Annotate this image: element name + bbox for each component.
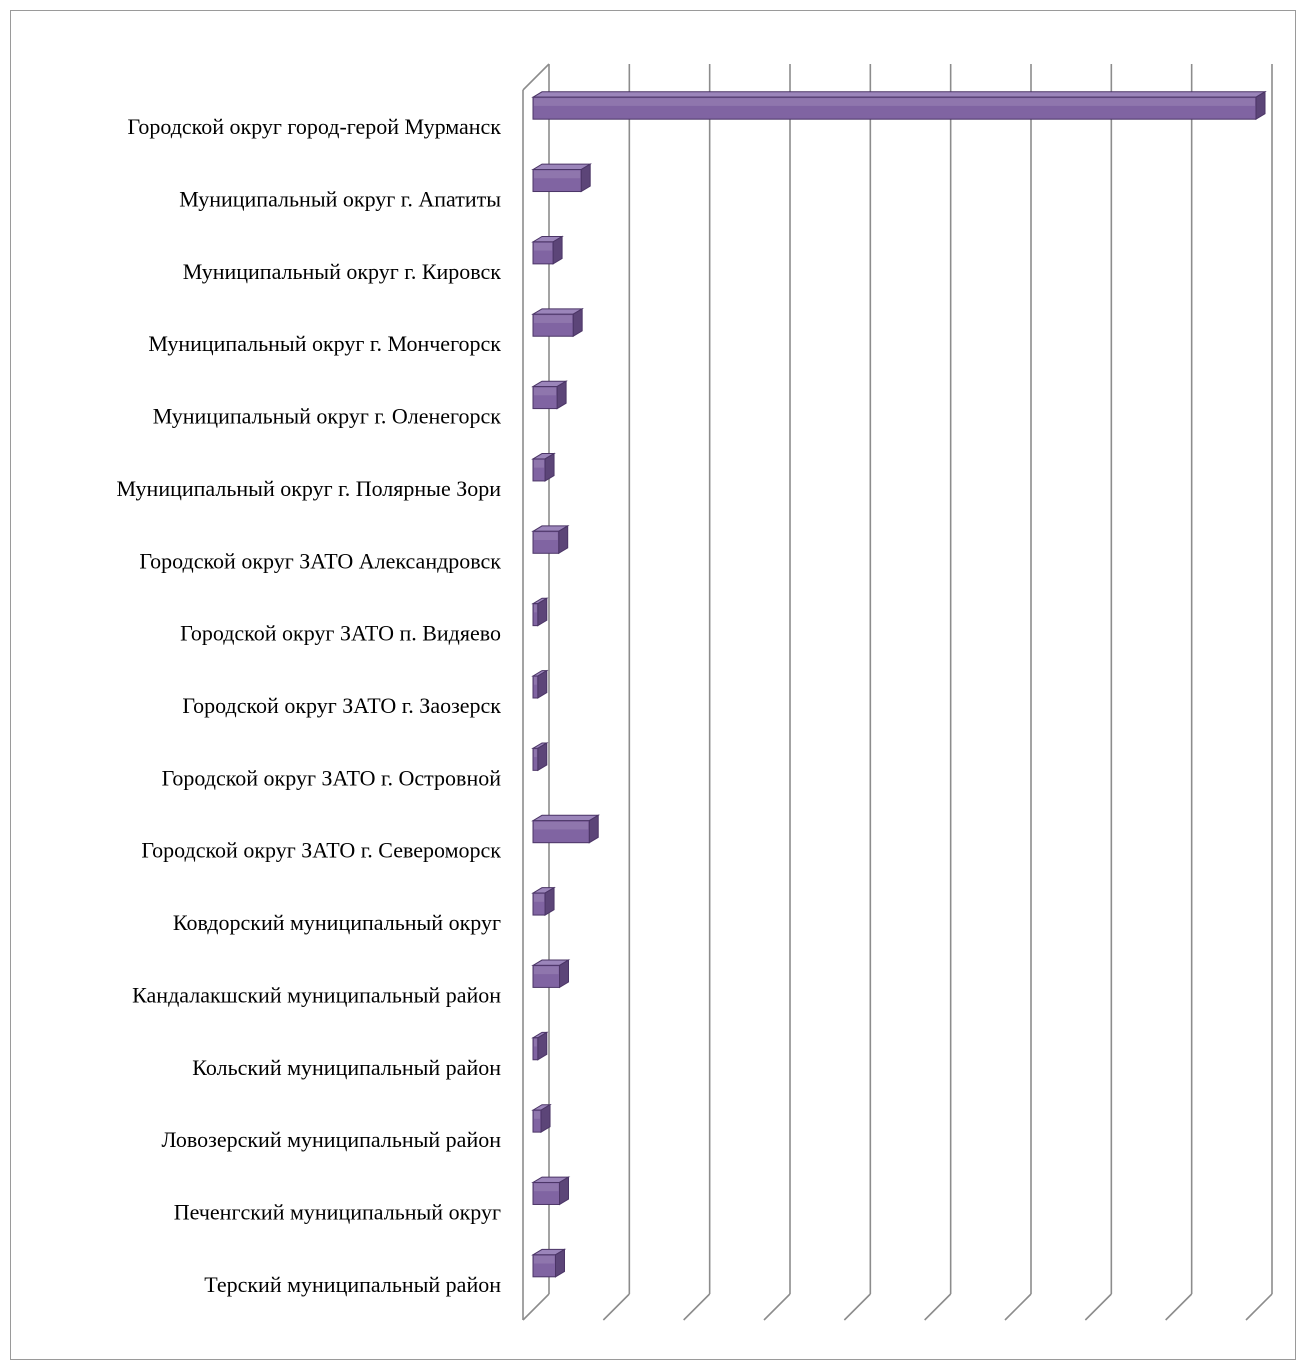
bar [531,307,584,338]
category-label: Муниципальный округ г. Кировск [183,259,502,284]
gridline-floor [763,1293,791,1321]
gridline-floor [1004,1293,1032,1321]
category-label: Терский муниципальный район [204,1272,501,1297]
bar [531,1103,552,1134]
category-label: Городской округ ЗАТО Александровск [139,548,501,573]
axis-wall-top [522,63,550,91]
category-label: Кольский муниципальный район [192,1055,501,1080]
bar [531,959,571,989]
gridline-floor [522,1293,550,1321]
bar [531,525,570,555]
category-label: Кандалакшский муниципальный район [132,982,501,1007]
bar [531,597,549,627]
bar [531,380,568,410]
category-label: Печенгский муниципальный округ [174,1199,501,1224]
category-label: Муниципальный округ г. Оленегорск [153,404,502,429]
bar [531,90,1267,121]
bar [531,742,549,772]
category-label: Муниципальный округ г. Апатиты [179,187,501,212]
category-label: Муниципальный округ г. Мончегорск [148,331,501,356]
gridline-floor [843,1293,871,1321]
bar [531,1031,549,1061]
category-label: Ловозерский муниципальный район [162,1127,502,1152]
category-label: Городской округ город-герой Мурманск [128,114,502,139]
gridline-floor [924,1293,952,1321]
gridline-floor [1245,1293,1273,1321]
category-label: Городской округ ЗАТО г. Островной [162,765,502,790]
bar [531,163,593,193]
bar [531,669,549,699]
gridline-floor [602,1293,630,1321]
bar [531,235,564,265]
bar [531,1248,567,1278]
gridline-floor [683,1293,711,1321]
bar [531,814,601,844]
bar [531,452,556,482]
category-label: Городской округ ЗАТО п. Видяево [180,621,501,646]
category-label: Городской округ ЗАТО г. Заозерск [182,693,501,718]
gridline-floor [1084,1293,1112,1321]
category-label: Муниципальный округ г. Полярные Зори [117,476,502,501]
chart-frame: Городской округ город-герой Мурманск Муни… [10,10,1296,1360]
bar [531,1176,571,1206]
gridline-floor [1165,1293,1193,1321]
bar [531,886,556,916]
category-label: Городской округ ЗАТО г. Североморск [141,838,501,863]
category-label: Ковдорский муниципальный округ [173,910,501,935]
